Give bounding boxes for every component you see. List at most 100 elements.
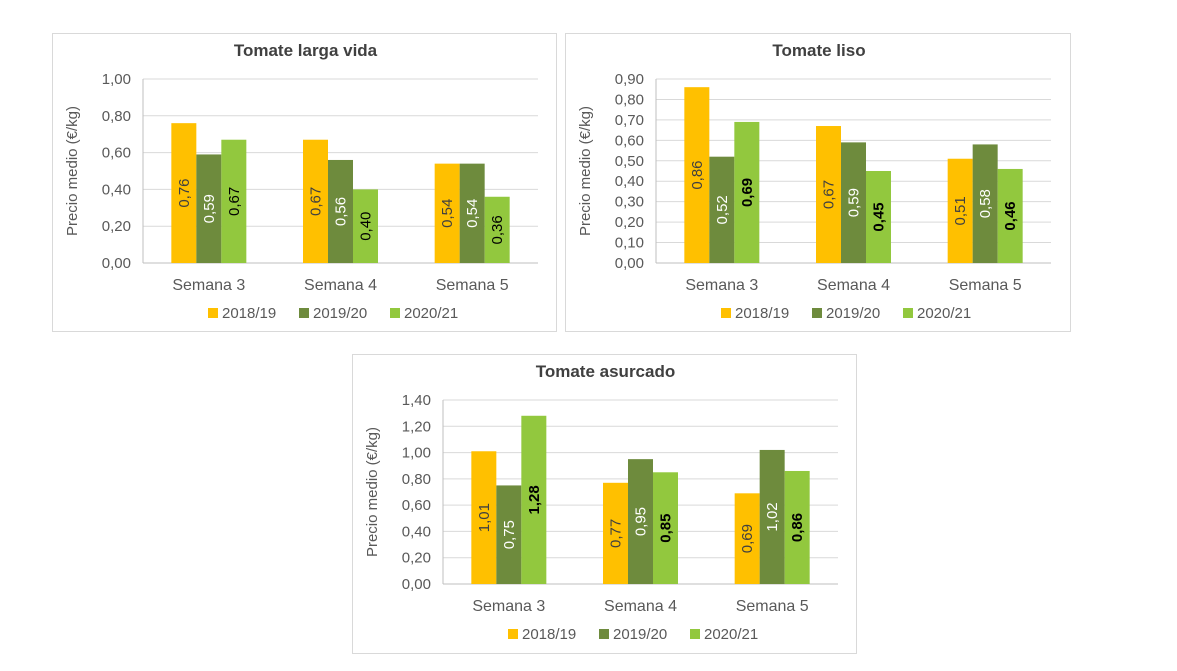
bar-2019-20-semana-4 xyxy=(328,159,353,263)
y-tick-label: 0,20 xyxy=(615,214,644,231)
bar-2018-19-semana-3 xyxy=(684,87,710,263)
chart-title: Tomate liso xyxy=(772,41,865,60)
data-label: 0,67 xyxy=(226,187,243,216)
legend-swatch xyxy=(299,308,309,318)
data-label: 0,69 xyxy=(739,524,756,553)
data-label: 0,86 xyxy=(689,160,706,189)
x-tick-label: Semana 4 xyxy=(817,277,890,294)
y-tick-label: 0,00 xyxy=(402,576,431,593)
data-label: 1,02 xyxy=(764,502,781,531)
data-label: 0,69 xyxy=(739,178,756,207)
bar-2020-21-semana-3 xyxy=(521,415,547,584)
data-label: 0,67 xyxy=(821,180,838,209)
y-tick-label: 0,00 xyxy=(102,255,131,272)
bar-2020-21-semana-5 xyxy=(784,470,810,584)
bar-2019-20-semana-3 xyxy=(196,154,222,263)
bar-2019-20-semana-3 xyxy=(496,485,522,584)
bar-2020-21-semana-4 xyxy=(353,189,378,263)
data-label: 1,01 xyxy=(476,503,493,532)
chart-svg: Tomate larga vida Precio medio (€/kg) 0,00… xyxy=(64,41,538,322)
data-label: 0,40 xyxy=(358,212,375,241)
bar-2018-19-semana-3 xyxy=(171,123,197,263)
data-label: 0,54 xyxy=(439,199,456,228)
data-label: 0,59 xyxy=(201,194,218,223)
bar-2018-19-semana-5 xyxy=(434,163,460,263)
chart-title: Tomate larga vida xyxy=(234,41,378,60)
legend-swatch xyxy=(812,308,822,318)
x-tick-label: Semana 4 xyxy=(304,277,377,294)
legend-swatch xyxy=(599,629,609,639)
bar-2018-19-semana-4 xyxy=(303,139,328,263)
legend-label: 2019/20 xyxy=(826,305,880,322)
y-tick-label: 0,60 xyxy=(102,145,131,162)
legend-swatch xyxy=(721,308,731,318)
y-tick-label: 1,20 xyxy=(402,418,431,435)
bar-2020-21-semana-4 xyxy=(653,472,678,584)
y-tick-label: 0,40 xyxy=(102,181,131,198)
chart-svg: Tomate asurcado Precio medio (€/kg) 0,00 0,… xyxy=(364,362,838,643)
data-label: 0,86 xyxy=(789,513,806,542)
x-tick-label: Semana 4 xyxy=(604,598,677,615)
y-tick-label: 0,50 xyxy=(615,153,644,170)
y-tick-label: 1,00 xyxy=(102,71,131,88)
y-tick-label: 1,00 xyxy=(402,445,431,462)
data-label: 0,51 xyxy=(952,196,969,225)
x-tick-label: Semana 5 xyxy=(736,598,809,615)
legend-swatch xyxy=(208,308,218,318)
x-tick-label: Semana 3 xyxy=(685,277,758,294)
legend-label: 2020/21 xyxy=(404,305,458,322)
y-tick-label: 0,40 xyxy=(402,523,431,540)
y-tick-label: 0,20 xyxy=(402,550,431,567)
y-axis-label: Precio medio (€/kg) xyxy=(577,106,594,236)
legend-swatch xyxy=(390,308,400,318)
y-tick-label: 0,80 xyxy=(615,91,644,108)
data-label: 1,28 xyxy=(526,485,543,514)
legend-swatch xyxy=(690,629,700,639)
bar-2019-20-semana-5 xyxy=(972,144,998,263)
y-tick-label: 0,80 xyxy=(102,108,131,125)
data-label: 0,67 xyxy=(308,187,325,216)
bar-2019-20-semana-5 xyxy=(759,449,785,584)
data-label: 0,85 xyxy=(658,514,675,543)
y-tick-label: 0,40 xyxy=(615,173,644,190)
data-label: 0,95 xyxy=(633,507,650,536)
data-label: 0,54 xyxy=(464,199,481,228)
legend-label: 2020/21 xyxy=(704,626,758,643)
bar-2020-21-semana-3 xyxy=(221,139,247,263)
data-label: 0,76 xyxy=(176,178,193,207)
data-label: 0,36 xyxy=(489,215,506,244)
y-tick-label: 0,80 xyxy=(402,471,431,488)
bar-2020-21-semana-5 xyxy=(484,196,510,263)
bar-2020-21-semana-5 xyxy=(997,168,1023,263)
data-label: 0,77 xyxy=(608,519,625,548)
y-tick-label: 0,00 xyxy=(615,255,644,272)
bar-2019-20-semana-5 xyxy=(459,163,485,263)
bar-2019-20-semana-3 xyxy=(709,156,735,263)
y-tick-label: 0,30 xyxy=(615,194,644,211)
bar-2020-21-semana-4 xyxy=(866,171,891,263)
legend-label: 2018/19 xyxy=(735,305,789,322)
bar-2020-21-semana-3 xyxy=(734,121,760,263)
y-axis-label: Precio medio (€/kg) xyxy=(64,106,81,236)
data-label: 0,45 xyxy=(871,202,888,231)
legend-label: 2018/19 xyxy=(222,305,276,322)
y-tick-label: 0,90 xyxy=(615,71,644,88)
legend-label: 2019/20 xyxy=(313,305,367,322)
y-tick-label: 0,10 xyxy=(615,235,644,252)
legend-label: 2020/21 xyxy=(917,305,971,322)
legend-swatch xyxy=(903,308,913,318)
x-tick-label: Semana 5 xyxy=(949,277,1022,294)
bar-2018-19-semana-4 xyxy=(816,126,841,264)
data-label: 0,75 xyxy=(501,520,518,549)
bar-2019-20-semana-4 xyxy=(628,459,653,584)
x-tick-label: Semana 5 xyxy=(436,277,509,294)
bar-2018-19-semana-3 xyxy=(471,451,497,584)
chart-panel-tomate-larga-vida: Tomate larga vida Precio medio (€/kg) 0,00… xyxy=(52,33,557,332)
y-tick-label: 0,20 xyxy=(102,218,131,235)
y-tick-label: 0,70 xyxy=(615,112,644,129)
chart-panel-tomate-liso: Tomate liso Precio medio (€/kg) 0,00 0,10 0,… xyxy=(565,33,1071,332)
bar-2018-19-semana-5 xyxy=(734,493,760,584)
data-label: 0,52 xyxy=(714,195,731,224)
x-tick-label: Semana 3 xyxy=(472,598,545,615)
y-axis-label: Precio medio (€/kg) xyxy=(364,427,381,557)
